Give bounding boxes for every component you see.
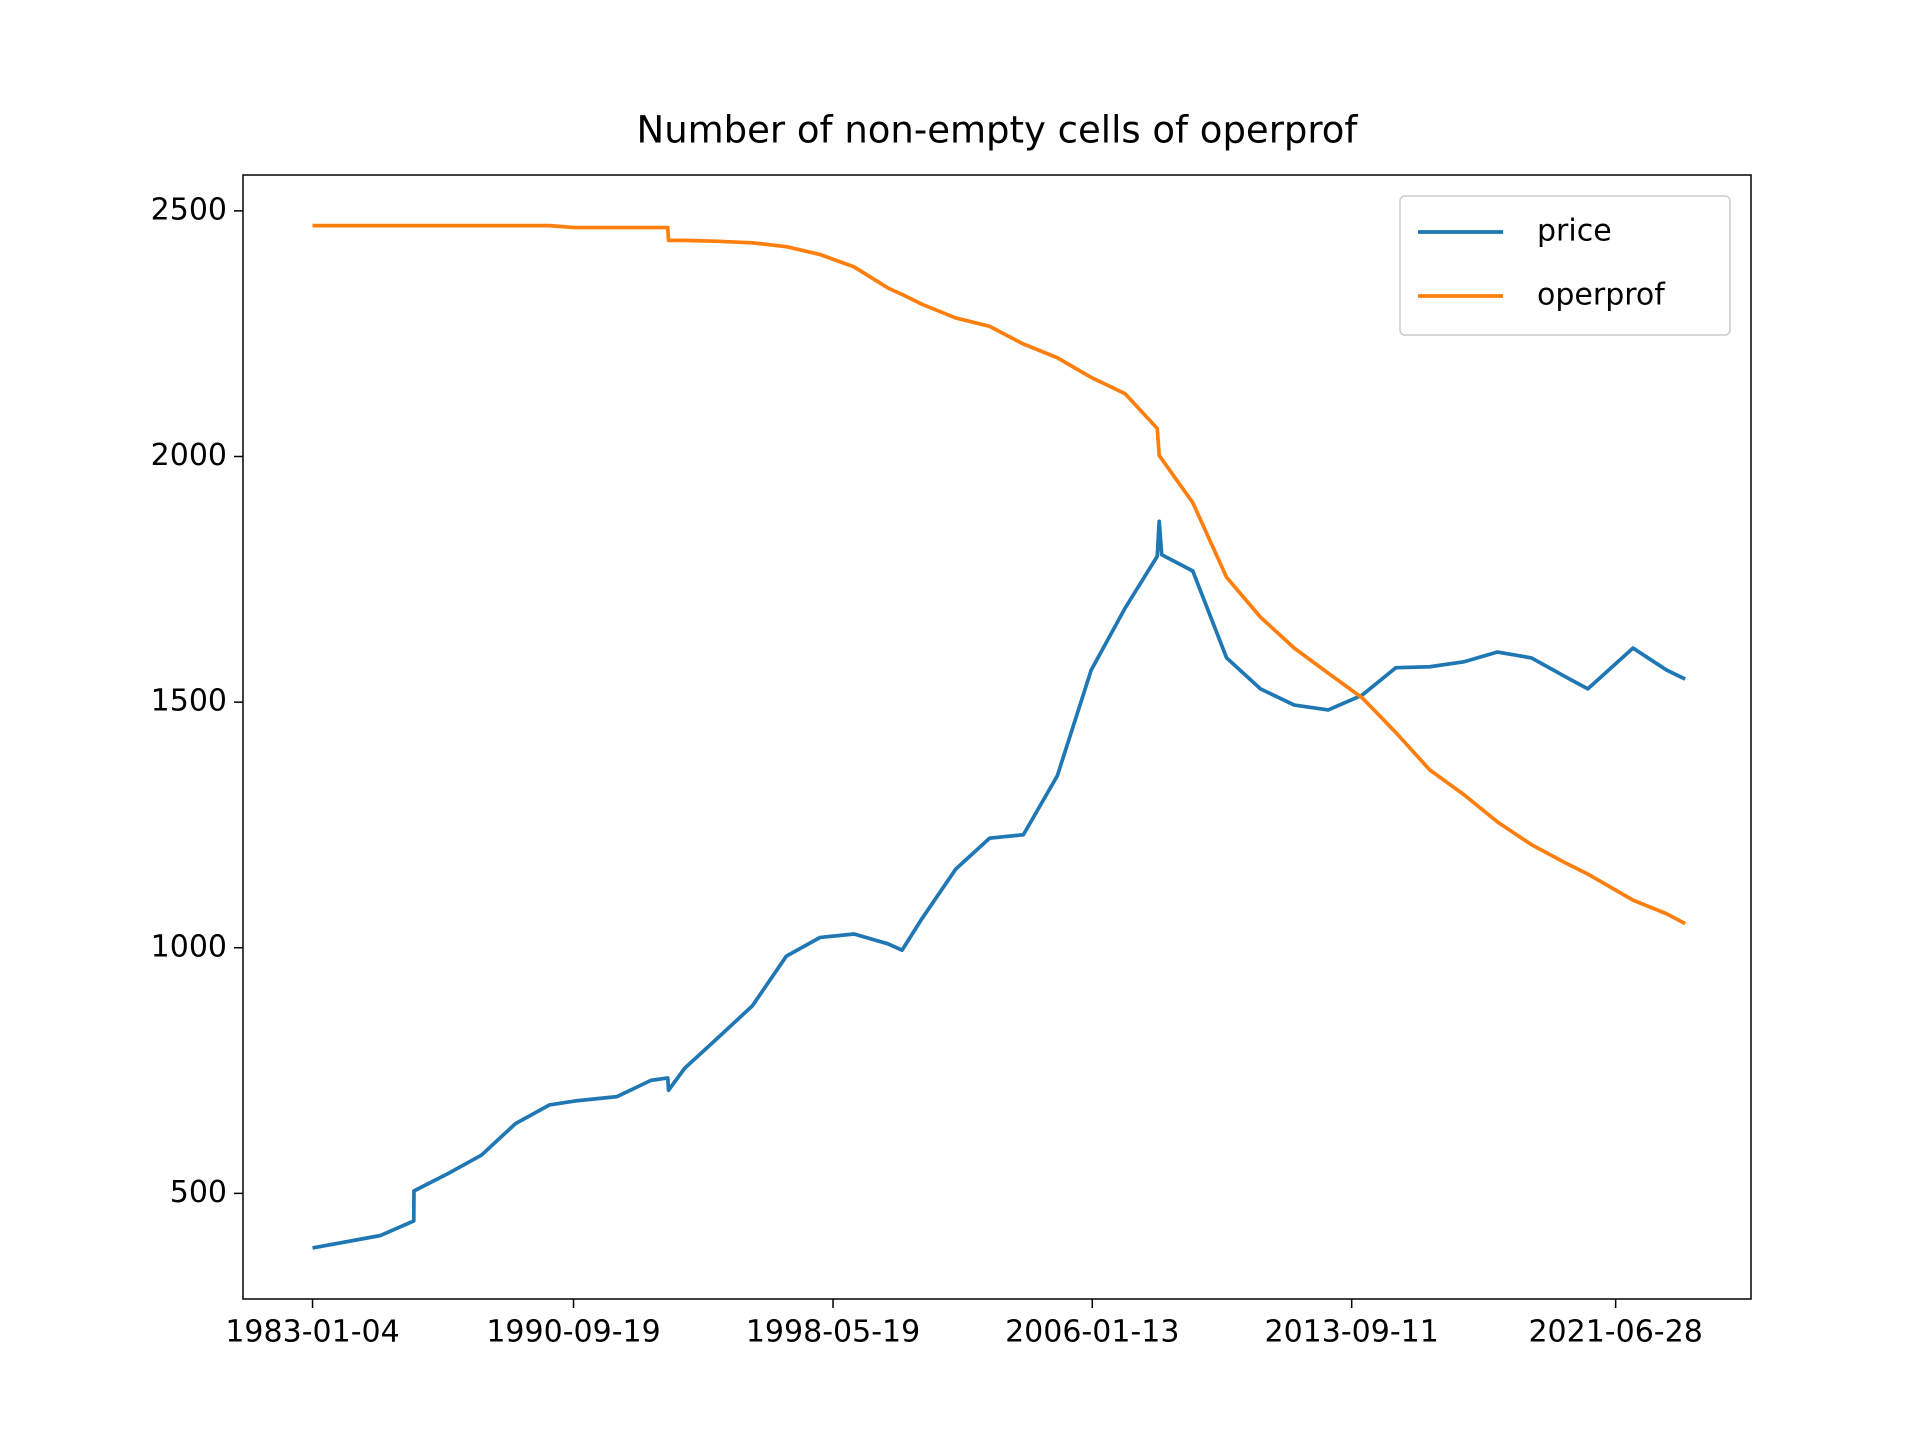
x-tick-label: 2006-01-13 [1005, 1315, 1179, 1350]
y-tick-label: 2000 [151, 438, 227, 473]
legend-label: operprof [1537, 278, 1666, 313]
x-tick-label: 2021-06-28 [1528, 1315, 1702, 1350]
chart-title: Number of non-empty cells of operprof [637, 109, 1359, 152]
x-tick-label: 2013-09-11 [1264, 1315, 1438, 1350]
y-tick-label: 1500 [151, 684, 227, 719]
legend-label: price [1537, 214, 1612, 249]
x-tick-label: 1990-09-19 [486, 1315, 660, 1350]
x-tick-label: 1983-01-04 [225, 1315, 399, 1350]
line-series [312, 223, 1687, 926]
y-tick-label: 2500 [151, 192, 227, 227]
plot-frame [242, 174, 1752, 1300]
line-series [312, 519, 1686, 1250]
y-tick-label: 1000 [151, 929, 227, 964]
x-tick-label: 1998-05-19 [746, 1315, 920, 1350]
y-tick-label: 500 [170, 1175, 227, 1210]
